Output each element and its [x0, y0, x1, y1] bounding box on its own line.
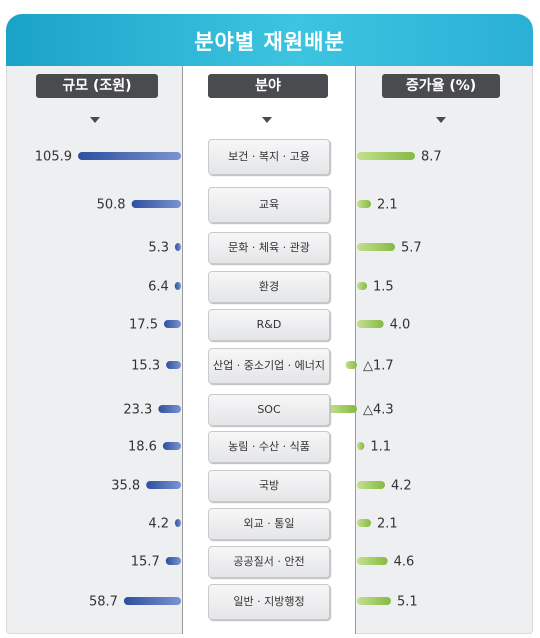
size-bar	[146, 481, 181, 489]
growth-value-label: 5.1	[397, 595, 418, 610]
category-label: 교육	[208, 187, 330, 223]
size-value-label: 17.5	[129, 318, 158, 333]
growth-bar	[357, 200, 371, 208]
growth-value-label: 1.5	[373, 280, 394, 295]
chart-title: 분야별 재원배분	[194, 30, 345, 54]
size-bar	[166, 361, 181, 369]
growth-value-label: 4.2	[391, 479, 412, 494]
size-value-label: 35.8	[111, 479, 140, 494]
size-bar	[175, 243, 181, 251]
category-header: 분야	[208, 74, 328, 98]
growth-value-label: △1.7	[363, 359, 394, 374]
growth-value-label: 2.1	[377, 198, 398, 213]
growth-value-label: 5.7	[401, 241, 422, 256]
size-bar	[175, 519, 181, 527]
category-label: 외교 · 통일	[208, 508, 330, 540]
growth-header-arrow-icon	[436, 117, 446, 123]
size-value-label: 15.7	[131, 555, 160, 570]
growth-bar	[357, 243, 395, 251]
size-bar	[162, 442, 181, 450]
size-bar	[131, 200, 181, 208]
title-bar: 분야별 재원배분	[6, 14, 533, 66]
size-value-label: 58.7	[89, 595, 118, 610]
size-value-label: 4.2	[148, 517, 169, 532]
size-value-label: 18.6	[128, 440, 157, 455]
size-bar	[123, 597, 181, 605]
growth-bar	[357, 597, 391, 605]
growth-bar	[357, 481, 385, 489]
growth-value-label: 4.6	[394, 555, 415, 570]
size-value-label: 50.8	[97, 198, 126, 213]
category-label: 일반 · 지방행정	[208, 584, 330, 620]
growth-bar	[357, 519, 371, 527]
category-label: R&D	[208, 309, 330, 341]
growth-header: 증가율 (%)	[382, 74, 500, 98]
size-value-label: 23.3	[123, 403, 152, 418]
growth-value-label: 1.1	[370, 440, 391, 455]
growth-value-label: 4.0	[390, 318, 411, 333]
category-header-arrow-icon	[262, 117, 272, 123]
size-header-arrow-icon	[90, 117, 100, 123]
category-label: 문화 · 체육 · 관광	[208, 232, 330, 264]
size-bar	[174, 282, 181, 290]
growth-value-label: △4.3	[363, 403, 394, 418]
size-value-label: 15.3	[131, 359, 160, 374]
growth-bar	[345, 361, 357, 369]
category-label: 환경	[208, 271, 330, 303]
growth-bar	[357, 442, 365, 450]
growth-bar	[357, 320, 384, 328]
size-bar	[163, 320, 181, 328]
growth-value-label: 2.1	[377, 517, 398, 532]
category-label: 국방	[208, 470, 330, 502]
size-header: 규모 (조원)	[36, 74, 158, 98]
category-label: SOC	[208, 394, 330, 426]
category-label: 농림 · 수산 · 식품	[208, 431, 330, 463]
growth-bar	[357, 152, 415, 160]
size-bar	[165, 557, 181, 565]
category-label: 공공질서 · 안전	[208, 546, 330, 578]
category-label: 보건 · 복지 · 고용	[208, 139, 330, 175]
size-value-label: 6.4	[148, 280, 169, 295]
growth-bar	[357, 282, 367, 290]
growth-value-label: 8.7	[421, 150, 442, 165]
size-value-label: 5.3	[148, 241, 169, 256]
size-value-label: 105.9	[35, 150, 72, 165]
category-label: 산업 · 중소기업 · 에너지	[208, 348, 330, 384]
size-bar	[78, 152, 181, 160]
growth-bar	[357, 557, 388, 565]
size-bar	[158, 405, 181, 413]
growth-bar	[328, 405, 357, 413]
